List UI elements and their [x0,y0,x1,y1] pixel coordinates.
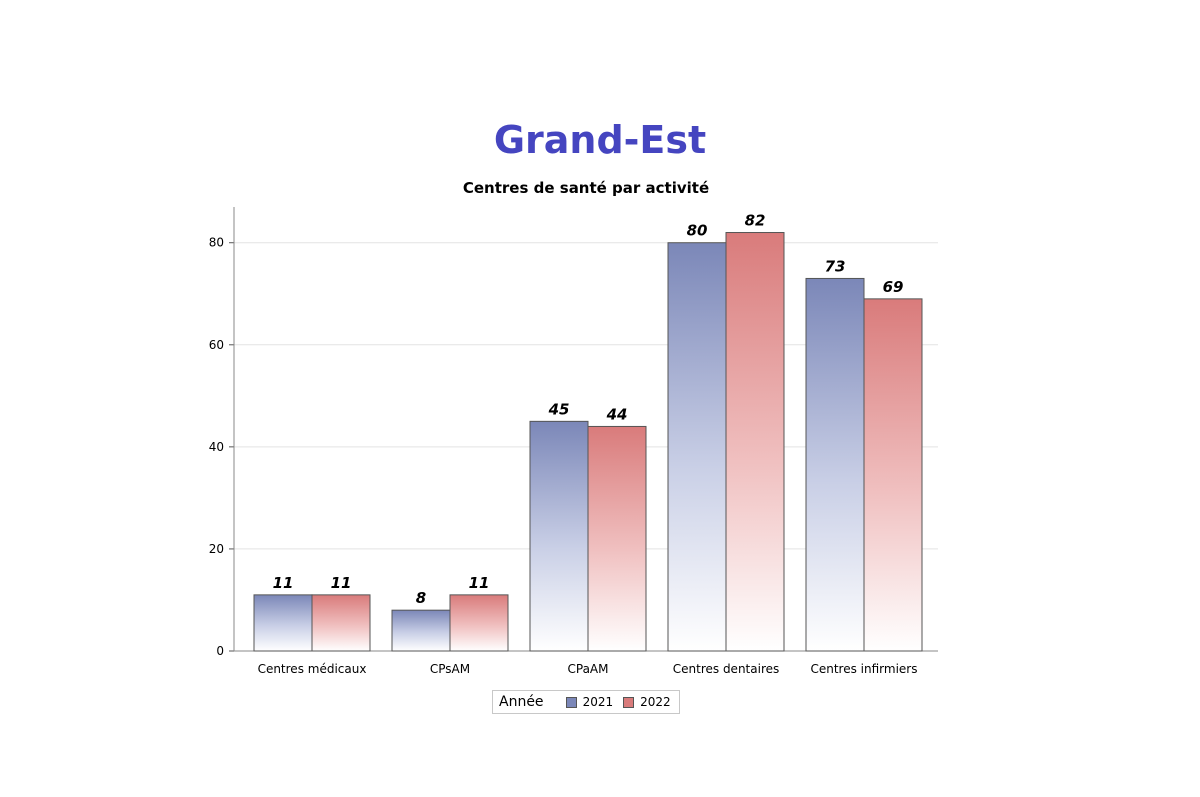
legend-label: 2022 [640,695,671,709]
bar-2021-3 [667,242,727,652]
bars [253,232,923,652]
data-label: 82 [745,212,766,230]
data-label: 11 [469,574,490,592]
bar-2022-0 [311,594,371,652]
bar-2021-0 [253,594,313,652]
bar-2022-3 [725,232,785,652]
data-label: 45 [548,400,570,418]
data-label: 11 [273,574,294,592]
legend: Année 2021 2022 [492,690,680,714]
y-tick-label: 60 [209,338,224,352]
data-label: 8 [416,589,426,607]
data-label: 80 [687,222,708,240]
data-label: 73 [825,257,846,275]
y-tick-label: 80 [209,236,224,250]
bar-2022-1 [449,594,509,652]
bar-2022-4 [863,298,923,652]
data-label: 44 [606,405,628,423]
page-title: Grand-Est [493,118,707,162]
x-tick-label: CPaAM [568,662,609,676]
data-label: 11 [331,574,352,592]
bar-2021-4 [805,277,865,652]
bar-2021-2 [529,420,589,652]
x-tick-label: Centres médicaux [258,662,367,676]
x-tick-label: CPsAM [430,662,470,676]
y-tick-label: 20 [209,542,224,556]
legend-swatch [623,696,635,708]
legend-title: Année [499,694,544,710]
legend-label: 2021 [582,695,614,709]
chart-title: Centres de santé par activité [462,179,710,197]
data-labels: 11 11 8 11 45 44 80 82 73 69 [273,212,904,608]
bar-2021-1 [391,609,451,652]
y-tick-label: 40 [209,440,224,454]
legend-item-2021: 2021 [565,695,614,709]
y-tick-label: 0 [216,644,224,658]
legend-item-2022: 2022 [623,695,671,709]
x-tick-label: Centres dentaires [673,662,780,676]
legend-swatch [565,696,577,708]
bar-2022-2 [587,425,647,652]
data-label: 69 [883,278,904,296]
x-tick-label: Centres infirmiers [810,662,917,676]
